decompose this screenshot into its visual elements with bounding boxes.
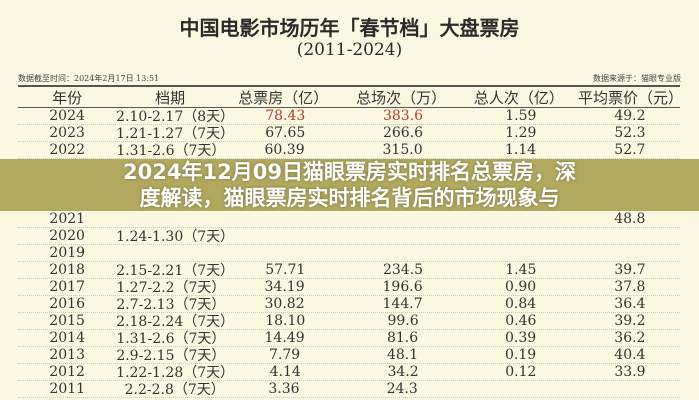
data-time-note: 数据截至时间：2024年2月17日 13:51 [18, 74, 160, 83]
cell-box-office: 30.82 [264, 296, 305, 312]
cell-year: 2011 [49, 381, 86, 397]
cell-period: 2.10-2.17（8天） [116, 109, 235, 125]
cell-box-office: 14.49 [264, 330, 305, 346]
table-row: 2018 2.15-2.21（7天） 57.71 234.5 1.45 39.7 [18, 262, 680, 279]
cell-sessions: 266.6 [382, 125, 424, 141]
cell-admissions: 1.59 [505, 108, 537, 124]
cell-sessions: 34.2 [387, 364, 419, 380]
cell-avg-price: 33.9 [614, 364, 646, 380]
table-subtitle: (2011-2024) [296, 40, 403, 60]
cell-period: 1.24-1.30（7天） [116, 229, 235, 245]
cell-year: 2019 [49, 245, 86, 261]
table-row: 2019 [18, 245, 680, 262]
cell-box-office: 60.39 [264, 142, 305, 158]
data-source-note: 数据来源于：猫眼专业版 [593, 74, 681, 83]
cell-sessions: 48.1 [386, 347, 419, 363]
cell-year: 2014 [49, 330, 85, 346]
cell-admissions: 0.46 [505, 313, 537, 329]
cell-avg-price: 36.2 [614, 330, 646, 346]
cell-avg-price: 40.4 [614, 347, 646, 363]
cell-admissions: 1.29 [505, 125, 537, 141]
headline: 2024年12月09日猫眼票房实时排名总票房，深 度解读，猫眼票房实时排名背后的… [0, 159, 699, 211]
header-year: 年份 [52, 88, 83, 107]
cell-year: 2016 [49, 296, 85, 312]
cell-sessions: 144.7 [382, 296, 423, 312]
cell-avg-price: 52.3 [614, 125, 646, 141]
cell-period: 1.21-1.27（7天） [116, 126, 235, 142]
cell-period: 2.2-2.8（7天） [124, 382, 225, 398]
cell-year: 2020 [49, 228, 85, 244]
table-row: 2017 1.27-2.2（7天） 34.19 196.6 0.90 37.8 [18, 279, 680, 296]
cell-admissions: 1.14 [504, 142, 537, 158]
cell-avg-price: 49.2 [614, 108, 646, 124]
header-avg-price: 平均票价（元） [578, 88, 684, 107]
headline-line-2: 度解读，猫眼票房实时排名背后的市场现象与 [139, 186, 560, 210]
table-row: 2022 1.31-2.6（7天） 60.39 315.0 1.14 52.7 [18, 142, 680, 159]
cell-box-office: 4.14 [269, 364, 301, 380]
cell-avg-price: 36.4 [614, 296, 646, 312]
cell-avg-price: 48.8 [614, 211, 646, 227]
header-admissions: 总人次（亿） [473, 88, 564, 107]
cell-year: 2024 [49, 108, 85, 124]
table-row: 2012 1.22-1.28（7天） 4.14 34.2 0.12 33.9 [18, 364, 680, 381]
cell-sessions: 234.5 [382, 262, 424, 278]
table-row: 2021 48.8 [18, 211, 680, 228]
cell-year: 2018 [49, 262, 85, 278]
cell-period: 1.22-1.28（7天） [116, 365, 235, 381]
cell-admissions: 0.19 [504, 347, 537, 363]
cell-period: 2.9-2.15（7天） [116, 348, 226, 364]
cell-box-office: 34.19 [264, 279, 305, 295]
table-header: 年份 档期 总票房（亿） 总场次（万） 总人次（亿） 平均票价（元） [18, 87, 684, 108]
cell-period: 1.31-2.6（7天） [116, 143, 226, 159]
cell-year: 2021 [49, 211, 86, 227]
box-office-table: 年份 档期 总票房（亿） 总场次（万） 总人次（亿） 平均票价（元） 2024 2… [0, 85, 699, 398]
cell-avg-price: 37.8 [614, 279, 646, 295]
cell-year: 2017 [49, 279, 85, 295]
cell-year: 2023 [49, 125, 85, 141]
table-row: 2023 1.21-1.27（7天） 67.65 266.6 1.29 52.3 [18, 125, 680, 142]
cell-year: 2015 [49, 313, 85, 329]
cell-box-office: 57.71 [265, 262, 306, 278]
cell-sessions: 99.6 [387, 313, 419, 329]
cell-box-office: 18.10 [265, 313, 306, 329]
table-title: 中国电影市场历年「春节档」大盘票房 [179, 16, 520, 40]
table-row: 2011 2.2-2.8（7天） 3.36 24.3 [18, 381, 680, 398]
header-sessions: 总场次（万） [356, 88, 447, 107]
cell-box-office: 3.36 [268, 381, 300, 397]
cell-box-office: 7.79 [268, 347, 301, 363]
cell-avg-price: 39.2 [614, 313, 646, 329]
cell-period: 1.27-2.2（7天） [116, 280, 226, 296]
cell-avg-price: 52.7 [614, 142, 646, 158]
header-box-office: 总票房（亿） [238, 88, 329, 107]
table-row: 2014 1.31-2.6（7天） 14.49 81.6 0.39 36.2 [18, 330, 680, 347]
cell-year: 2013 [49, 347, 85, 363]
cell-period: 2.7-2.13（7天） [116, 297, 226, 313]
cell-sessions: 81.6 [386, 330, 419, 346]
cell-admissions: 0.12 [505, 364, 537, 380]
cell-sessions: 196.6 [382, 279, 423, 295]
cell-year: 2012 [49, 364, 85, 380]
cell-year: 2022 [49, 142, 85, 158]
cell-box-office: 67.65 [265, 125, 306, 141]
cell-period: 2.18-2.24（7天） [116, 314, 235, 330]
table-row: 2015 2.18-2.24（7天） 18.10 99.6 0.46 39.2 [18, 313, 680, 330]
header-period: 档期 [155, 88, 186, 107]
cell-sessions: 383.6 [382, 108, 424, 124]
table-row: 2020 1.24-1.30（7天） [18, 228, 680, 245]
cell-admissions: 0.90 [504, 279, 537, 295]
cell-sessions: 315.0 [382, 142, 423, 158]
cell-admissions: 1.45 [505, 262, 537, 278]
table-row: 2016 2.7-2.13（7天） 30.82 144.7 0.84 36.4 [18, 296, 680, 313]
cell-period: 2.15-2.21（7天） [116, 263, 235, 279]
cell-period: 1.31-2.6（7天） [116, 331, 226, 347]
cell-avg-price: 39.7 [614, 262, 646, 278]
table-row: 2024 2.10-2.17（8天） 78.43 383.6 1.59 49.2 [18, 108, 680, 125]
headline-line-1: 2024年12月09日猫眼票房实时排名总票房，深 [123, 160, 576, 184]
cell-sessions: 24.3 [386, 381, 418, 397]
cell-admissions: 0.39 [504, 330, 537, 346]
table-row: 2013 2.9-2.15（7天） 7.79 48.1 0.19 40.4 [18, 347, 680, 364]
cell-admissions: 0.84 [504, 296, 537, 312]
cell-box-office: 78.43 [265, 108, 306, 124]
